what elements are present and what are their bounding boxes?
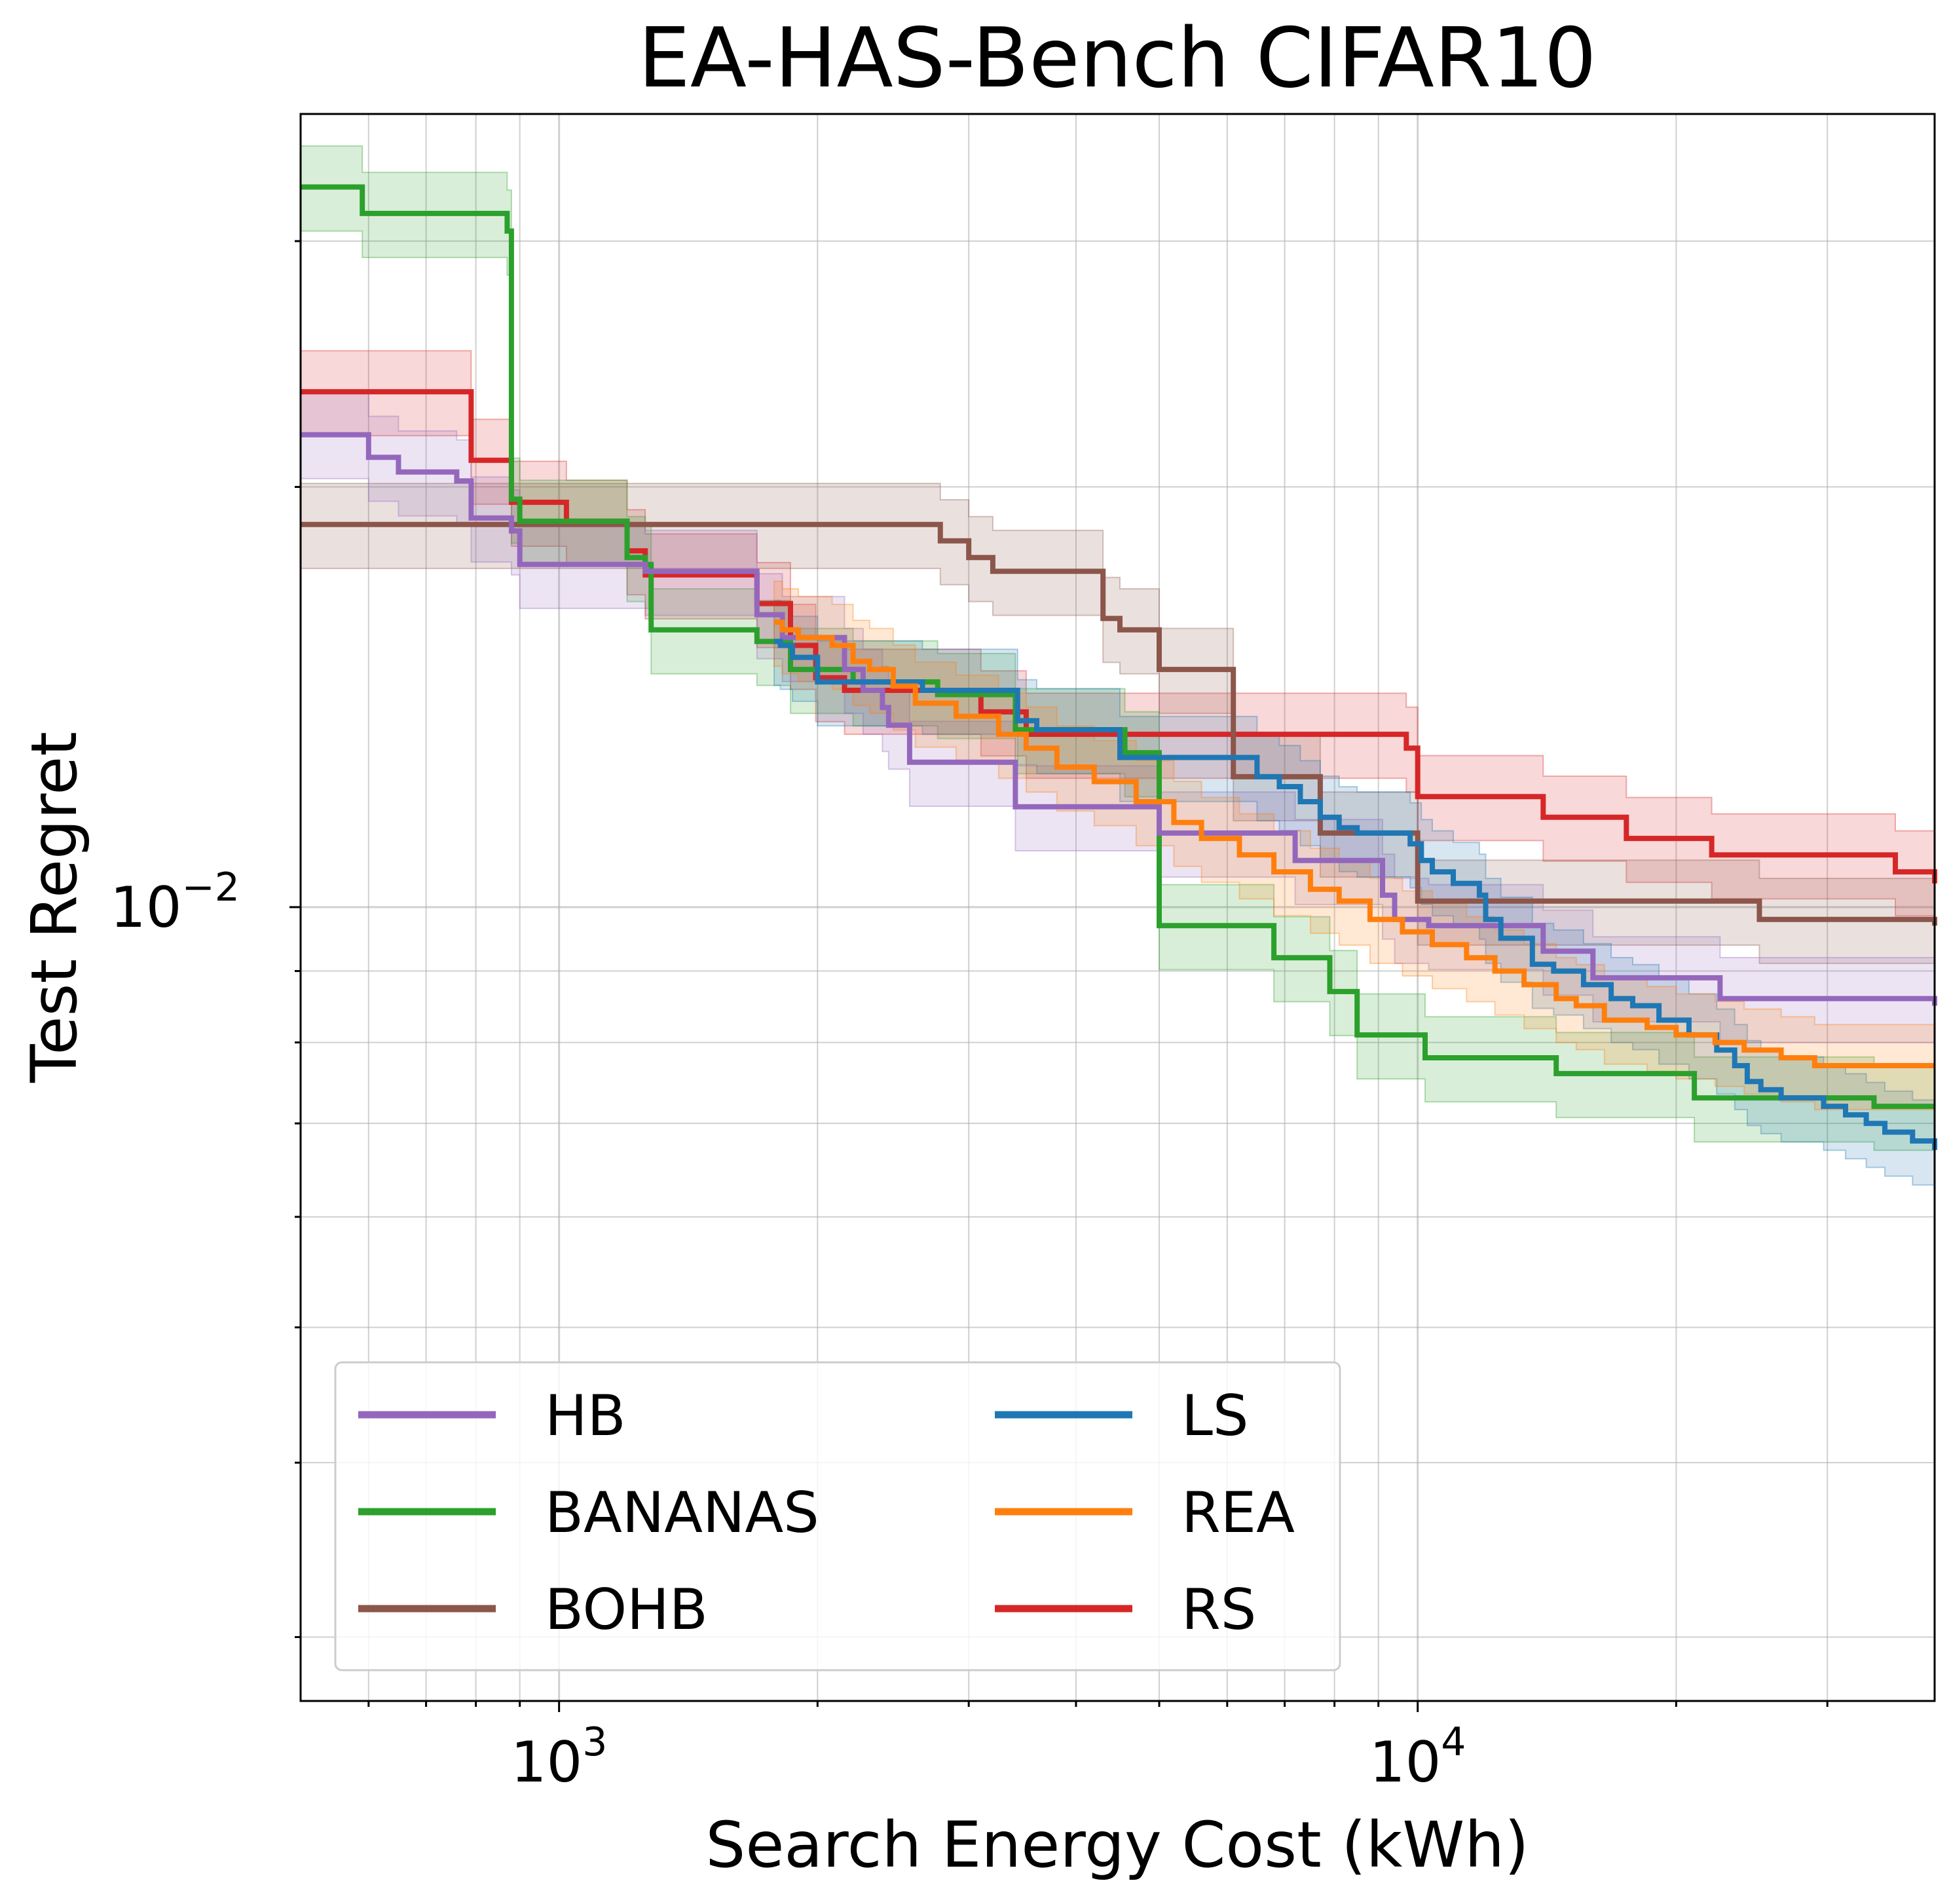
series-rea — [774, 620, 1935, 1068]
band-hb — [300, 393, 1935, 1050]
series-lines — [300, 145, 1937, 1194]
legend: HB BANANAS BOHB LS REA RS — [334, 1361, 1341, 1671]
legend-label-ls: LS — [1181, 1383, 1249, 1449]
axis-ticks: 103 104 10−2 — [110, 240, 1829, 1795]
x-tick-label: 104 — [1369, 1719, 1466, 1795]
band-rs — [300, 350, 1935, 927]
x-axis-label: Search Energy Cost (kWh) — [705, 1808, 1529, 1882]
y-axis-label: Test Regret — [18, 732, 91, 1083]
y-tick-label: 10−2 — [110, 865, 240, 941]
legend-label-bohb: BOHB — [545, 1577, 708, 1643]
series-bohb — [301, 521, 1937, 926]
legend-label-hb: HB — [545, 1383, 626, 1449]
legend-label-bananas: BANANAS — [545, 1480, 819, 1546]
legend-box — [334, 1361, 1341, 1671]
series-hb — [301, 432, 1937, 1006]
series-ls — [774, 639, 1937, 1150]
legend-label-rea: REA — [1181, 1480, 1295, 1546]
chart-title: EA-HAS-Bench CIFAR10 — [638, 10, 1597, 106]
x-tick-label: 103 — [511, 1719, 608, 1795]
legend-label-rs: RS — [1181, 1577, 1256, 1643]
